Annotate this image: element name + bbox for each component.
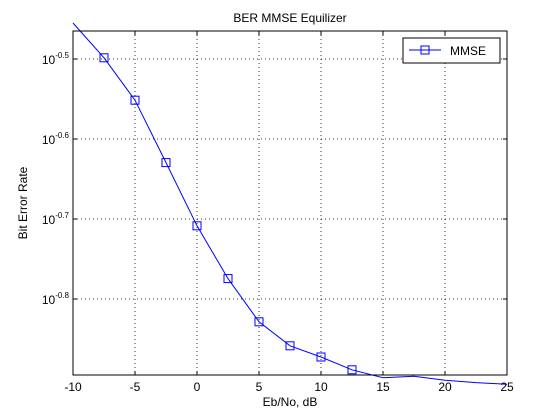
data-point-marker (99, 53, 109, 63)
chart-title: BER MMSE Equilizer (233, 11, 346, 25)
y-axis-label: Bit Error Rate (16, 166, 30, 239)
x-tick-label: 25 (500, 380, 514, 394)
x-tick-label: -10 (64, 380, 82, 394)
y-tick-label: 10-0.7 (42, 211, 70, 227)
data-point-marker (223, 274, 233, 284)
legend: MMSE (402, 37, 501, 64)
data-point-marker (254, 317, 264, 327)
plot-area (73, 31, 507, 375)
y-tick-label: 10-0.6 (42, 131, 70, 147)
grid-lines (73, 31, 507, 375)
series-line-mmse (72, 22, 508, 385)
x-tick-labels: -10 -5 0 5 10 15 20 25 (64, 380, 514, 394)
axes-box (72, 30, 508, 376)
x-axis-label: Eb/No, dB (263, 395, 318, 409)
x-tick-label: -5 (130, 380, 141, 394)
data-point-marker (347, 365, 357, 375)
series-layer (72, 22, 508, 385)
legend-label-mmse: MMSE (450, 44, 486, 58)
x-tick-label: 10 (314, 380, 328, 394)
y-tick-label: 10-0.8 (42, 291, 70, 307)
data-point-marker (285, 341, 295, 351)
tick-marks (72, 31, 508, 375)
x-tick-label: 20 (438, 380, 452, 394)
data-point-marker (192, 221, 202, 231)
x-tick-label: 0 (194, 380, 201, 394)
y-tick-labels: 10-0.5 10-0.6 10-0.7 10-0.8 (42, 51, 70, 307)
legend-marker-square (420, 45, 430, 55)
data-point-marker (316, 352, 326, 362)
x-tick-label: 5 (256, 380, 263, 394)
y-tick-label: 10-0.5 (42, 51, 70, 67)
x-tick-label: 15 (376, 380, 390, 394)
data-point-marker (130, 95, 140, 105)
data-point-marker (161, 158, 171, 168)
